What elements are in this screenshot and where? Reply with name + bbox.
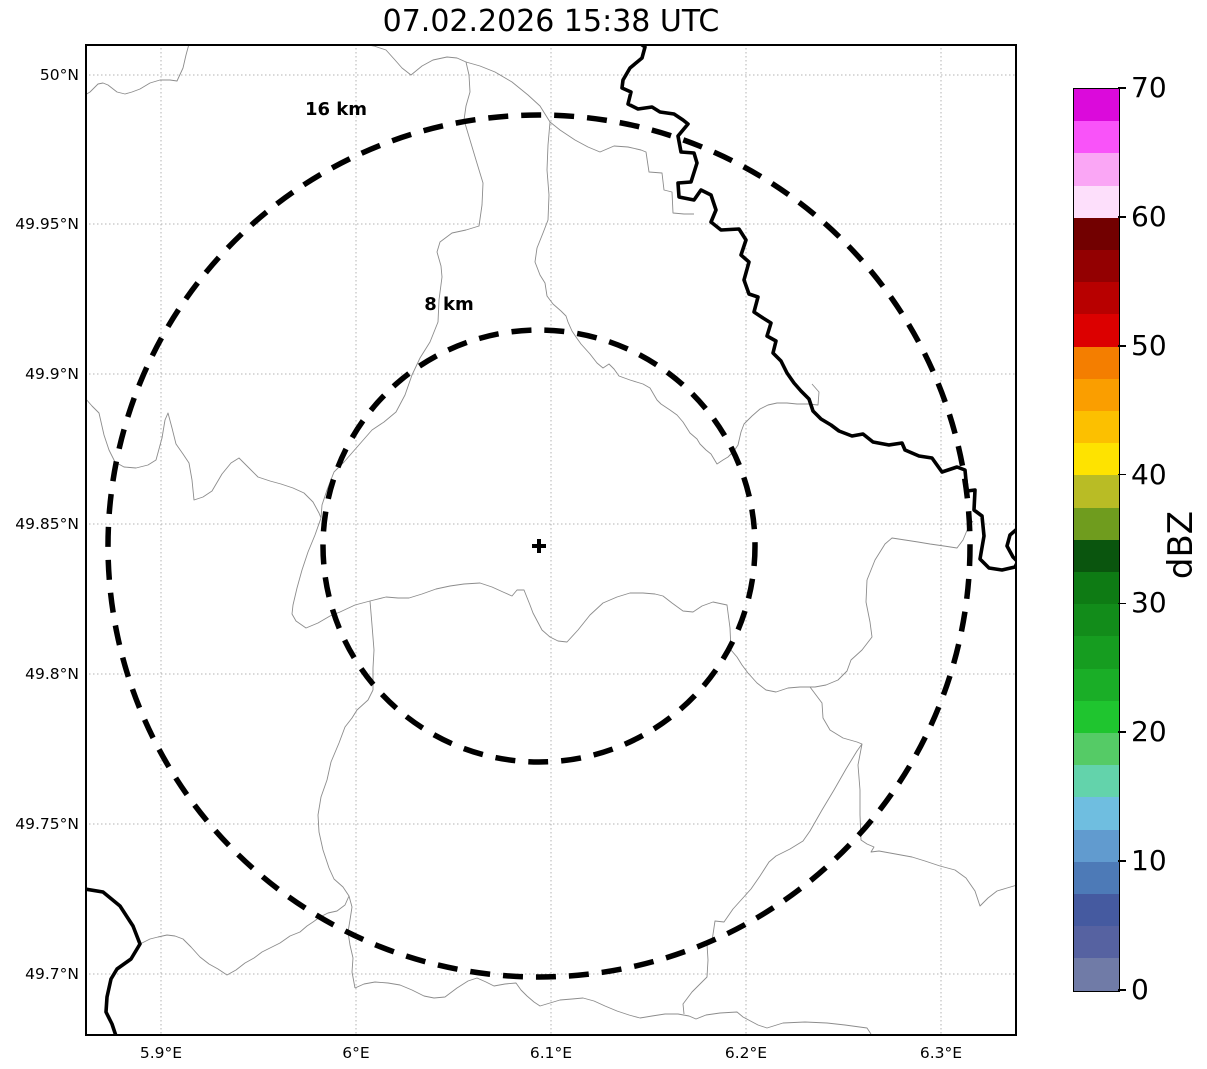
colorbar-band	[1074, 572, 1119, 605]
range-ring-label: 8 km	[424, 294, 474, 315]
colorbar-band	[1074, 185, 1119, 218]
colorbar-band	[1074, 926, 1119, 959]
colorbar-band	[1074, 668, 1119, 701]
colorbar-band	[1074, 604, 1119, 637]
colorbar-tick-label: 20	[1131, 715, 1167, 749]
y-axis-tick-label: 49.8°N	[25, 665, 79, 683]
y-axis-tick-label: 49.9°N	[25, 365, 79, 383]
y-axis-tick-label: 49.85°N	[15, 515, 79, 533]
colorbar-band	[1074, 765, 1119, 798]
admin-border-line	[369, 600, 375, 690]
colorbar-band	[1074, 153, 1119, 186]
admin-border-line	[85, 44, 190, 96]
map-plot-area	[85, 44, 1017, 1036]
river-border-line	[620, 44, 1017, 572]
colorbar-band	[1074, 314, 1119, 347]
colorbar-band	[1074, 217, 1119, 251]
colorbar-tick-mark	[1118, 989, 1126, 991]
plot-frame	[85, 44, 1017, 1036]
colorbar-tick-label: 50	[1131, 328, 1167, 362]
colorbar-tick-label: 60	[1131, 199, 1167, 233]
colorbar-tick-label: 70	[1131, 71, 1167, 104]
map-canvas	[85, 44, 1017, 1036]
admin-border-line	[534, 121, 820, 465]
x-axis-tick-label: 6.1°E	[529, 1044, 573, 1062]
y-axis-tick-label: 49.75°N	[15, 815, 79, 833]
colorbar-tick-mark	[1118, 602, 1126, 605]
colorbar-band	[1074, 475, 1119, 508]
river-border-line	[1005, 527, 1017, 563]
colorbar-band	[1074, 411, 1119, 444]
colorbar-tick-mark	[1118, 87, 1126, 89]
colorbar-band	[1074, 507, 1119, 540]
admin-border-line	[810, 579, 873, 688]
admin-border-line	[139, 895, 350, 976]
admin-border-line	[291, 517, 810, 693]
admin-border-line	[465, 61, 694, 215]
admin-border-line	[682, 743, 863, 1015]
x-axis-tick-label: 6.3°E	[919, 1044, 963, 1062]
y-axis-tick-label: 49.7°N	[25, 965, 79, 983]
x-axis-tick-label: 5.9°E	[139, 1044, 183, 1062]
admin-border-line	[354, 977, 641, 1019]
colorbar-band	[1074, 89, 1119, 122]
colorbar-band	[1074, 829, 1119, 862]
admin-border-line	[866, 520, 974, 581]
colorbar-tick-mark	[1118, 473, 1126, 476]
x-axis-tick-label: 6.2°E	[724, 1044, 768, 1062]
colorbar-unit-label: dBZ	[1161, 510, 1201, 580]
colorbar-band	[1074, 636, 1119, 669]
colorbar-band	[1074, 700, 1119, 734]
colorbar-band	[1074, 894, 1119, 927]
colorbar-band	[1074, 443, 1119, 476]
colorbar-band	[1074, 733, 1119, 766]
colorbar-tick-label: 0	[1131, 973, 1149, 1006]
colorbar-band	[1074, 797, 1119, 830]
admin-border-line	[320, 44, 484, 519]
range-ring-8km	[320, 327, 758, 765]
colorbar	[1073, 88, 1120, 992]
admin-border-line	[317, 689, 374, 989]
colorbar-tick-mark	[1118, 860, 1126, 862]
colorbar-band	[1074, 121, 1119, 154]
plot-title: 07.02.2026 15:38 UTC	[382, 4, 720, 39]
admin-border-line	[639, 1011, 872, 1035]
x-axis-tick-label: 6°E	[342, 1044, 370, 1062]
colorbar-band	[1074, 861, 1119, 895]
colorbar-tick-mark	[1118, 216, 1126, 218]
colorbar-band	[1074, 958, 1119, 991]
colorbar-band	[1074, 378, 1119, 412]
colorbar-tick-mark	[1118, 731, 1126, 734]
colorbar-band	[1074, 346, 1119, 379]
colorbar-tick-label: 40	[1131, 457, 1167, 491]
range-ring-label: 16 km	[304, 99, 368, 120]
range-ring-16km	[105, 112, 973, 980]
y-axis-tick-label: 50°N	[39, 66, 79, 84]
colorbar-tick-mark	[1118, 344, 1126, 347]
colorbar-tick-label: 10	[1131, 844, 1167, 878]
colorbar-band	[1074, 250, 1119, 283]
colorbar-tick-label: 30	[1131, 586, 1167, 620]
colorbar-band	[1074, 282, 1119, 315]
y-axis-tick-label: 49.95°N	[15, 215, 79, 233]
admin-border-line	[809, 686, 1017, 907]
colorbar-band	[1074, 539, 1119, 573]
river-border-line	[85, 887, 142, 1036]
admin-border-line	[85, 397, 322, 519]
